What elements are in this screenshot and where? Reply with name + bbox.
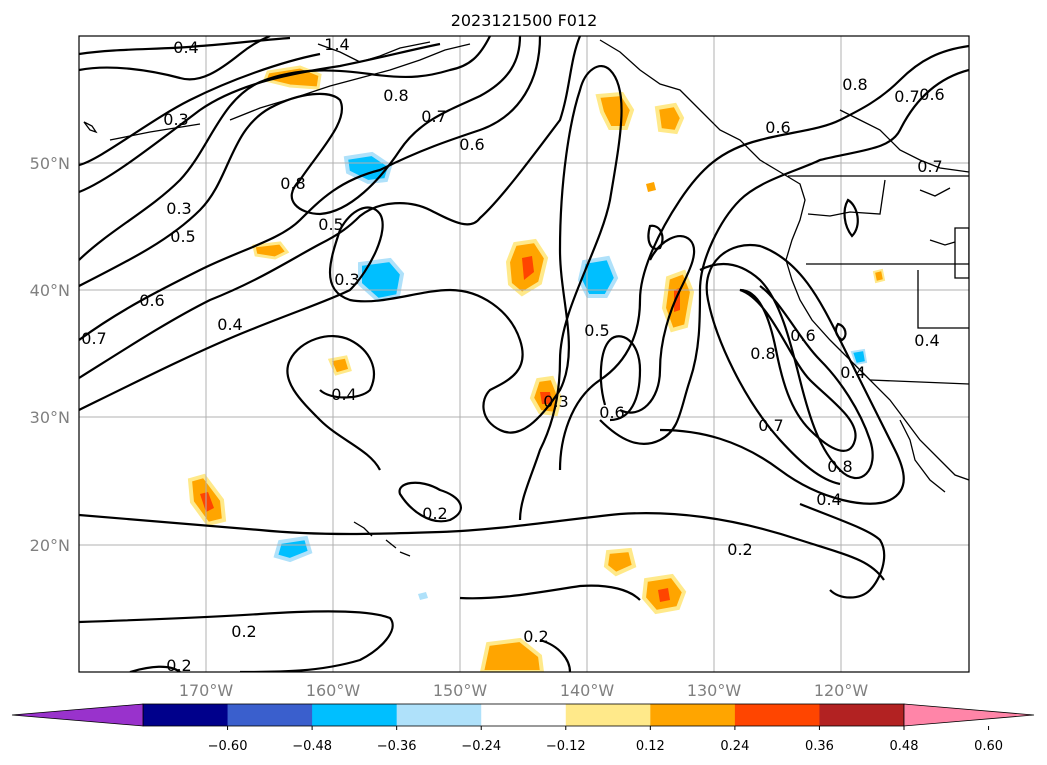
contour-label: 0.5 <box>584 321 609 340</box>
contour-label: 0.7 <box>421 107 446 126</box>
colorbar-segment <box>143 704 229 726</box>
lat-tick-label: 20°N <box>30 536 70 555</box>
contour-label: 0.3 <box>334 270 359 289</box>
contour-label: 0.6 <box>139 291 164 310</box>
contour-label: 0.8 <box>842 75 867 94</box>
colorbar-tick-label: −0.48 <box>292 739 332 754</box>
contour-label: 0.6 <box>765 118 790 137</box>
lon-tick-label: 140°W <box>560 681 615 700</box>
contour-label: 0.4 <box>173 38 198 57</box>
colorbar-tick-label: 0.48 <box>890 739 919 754</box>
contour-label: 0.8 <box>280 174 305 193</box>
lat-tick-label: 40°N <box>30 281 70 300</box>
colorbar: −0.60 −0.48 −0.36 −0.24 −0.12 0.12 0.24 0.36 0.4… <box>11 703 1035 754</box>
colorbar-segments <box>142 703 905 727</box>
contour-label: 0.5 <box>170 227 195 246</box>
colorbar-segment <box>396 704 482 726</box>
colorbar-tick-label: 0.36 <box>805 739 834 754</box>
contour-label: 0.6 <box>790 326 815 345</box>
positive-anomaly-areas <box>187 65 886 672</box>
colorbar-tick-label: −0.12 <box>546 739 586 754</box>
longitude-labels: 170°W 160°W 150°W 140°W 130°W 120°W <box>179 681 869 700</box>
contour-label: 0.6 <box>599 403 624 422</box>
contour-label: 0.3 <box>166 199 191 218</box>
contour-label: 0.7 <box>894 87 919 106</box>
contour-label: 0.2 <box>523 627 548 646</box>
contour-label: 0.4 <box>816 490 841 509</box>
colorbar-segment <box>227 704 313 726</box>
contour-label: 0.7 <box>758 416 783 435</box>
contour-label: 0.8 <box>827 457 852 476</box>
lat-tick-label: 30°N <box>30 408 70 427</box>
contour-label: 0.6 <box>459 135 484 154</box>
colorbar-tick-label: −0.24 <box>461 739 501 754</box>
colorbar-tick-label: 0.60 <box>974 739 1003 754</box>
contour-label: 0.5 <box>318 215 343 234</box>
contour-label: 0.2 <box>166 656 191 675</box>
lon-tick-label: 120°W <box>814 681 869 700</box>
contour-label: 0.3 <box>543 392 568 411</box>
contour-label: 0.4 <box>331 385 356 404</box>
contour-label: 0.2 <box>422 504 447 523</box>
lon-tick-label: 170°W <box>179 681 234 700</box>
lon-tick-label: 130°W <box>687 681 742 700</box>
contour-label: 0.4 <box>840 363 865 382</box>
latitude-labels: 50°N 40°N 30°N 20°N <box>30 154 70 555</box>
contour-label: 0.2 <box>727 540 752 559</box>
map-area: 0.4 1.4 0.8 0.7 0.6 0.8 0.6 0.7 0.6 0.3 … <box>79 35 969 675</box>
contour-label: 0.3 <box>163 110 188 129</box>
colorbar-tick-label: −0.60 <box>208 739 248 754</box>
figure-title: 2023121500 F012 <box>451 11 598 30</box>
contour-label: 0.4 <box>217 315 242 334</box>
colorbar-segment <box>565 704 651 726</box>
colorbar-segment <box>819 704 905 726</box>
lat-tick-label: 50°N <box>30 154 70 173</box>
colorbar-segment <box>481 704 567 726</box>
contour-label-group: 0.4 1.4 0.8 0.7 0.6 0.8 0.6 0.7 0.6 0.3 … <box>81 35 944 675</box>
contour-label: 0.2 <box>231 622 256 641</box>
contour-label: 0.4 <box>914 331 939 350</box>
colorbar-ticks: −0.60 −0.48 −0.36 −0.24 −0.12 0.12 0.24 0.36 0.4… <box>208 726 1003 754</box>
colorbar-right-extend <box>903 703 1035 727</box>
colorbar-tick-label: −0.36 <box>377 739 417 754</box>
colorbar-tick-label: 0.24 <box>720 739 749 754</box>
colorbar-tick-label: 0.12 <box>636 739 665 754</box>
contour-label: 1.4 <box>324 35 349 54</box>
colorbar-segment <box>650 704 736 726</box>
lon-tick-label: 160°W <box>306 681 361 700</box>
contour-label: 0.8 <box>750 344 775 363</box>
contour-lines <box>79 36 969 672</box>
colorbar-segment <box>312 704 398 726</box>
colorbar-segment <box>734 704 820 726</box>
contour-label: 0.6 <box>919 85 944 104</box>
gridlines <box>79 36 969 672</box>
contour-label: 0.7 <box>917 157 942 176</box>
contour-label: 0.7 <box>81 329 106 348</box>
lon-tick-label: 150°W <box>433 681 488 700</box>
contour-label: 0.8 <box>383 86 408 105</box>
coastlines <box>83 39 969 557</box>
colorbar-left-extend <box>11 703 144 727</box>
map-frame <box>78 35 970 673</box>
